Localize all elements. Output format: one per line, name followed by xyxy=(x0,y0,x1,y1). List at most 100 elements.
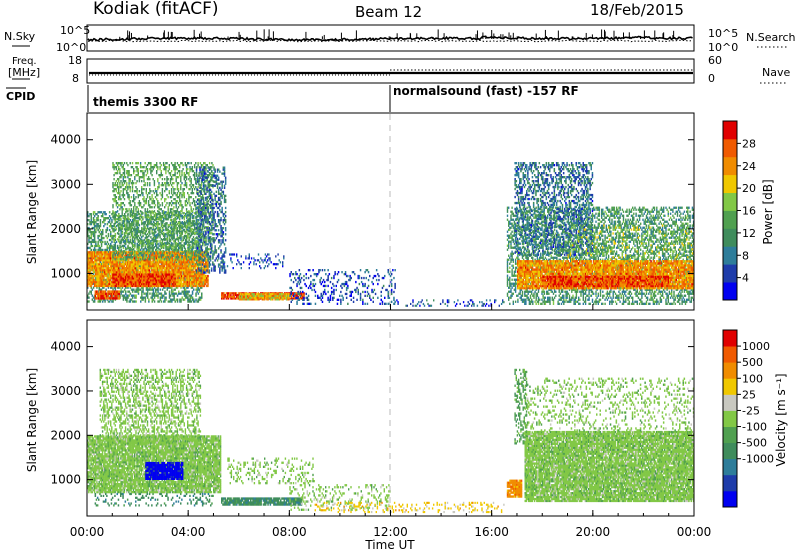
heatmap-cell xyxy=(107,246,110,250)
heatmap-cell xyxy=(109,284,112,288)
heatmap-cell xyxy=(126,236,128,240)
heatmap-cell xyxy=(95,273,97,276)
heatmap-cell xyxy=(155,251,158,254)
heatmap-cell xyxy=(183,274,185,278)
heatmap-cell xyxy=(159,275,161,278)
heatmap-cell xyxy=(87,284,89,288)
heatmap-cell xyxy=(145,168,147,171)
heatmap-cell xyxy=(157,283,159,286)
heatmap-cell xyxy=(89,267,91,270)
heatmap-cell xyxy=(99,223,102,226)
heatmap-cell xyxy=(103,274,105,278)
heatmap-cell xyxy=(121,224,123,227)
heatmap-cell xyxy=(149,196,151,199)
heatmap-cell xyxy=(103,267,105,270)
heatmap-cell xyxy=(120,206,122,209)
heatmap-cell xyxy=(153,238,156,242)
heatmap-cell xyxy=(194,282,197,286)
heatmap-cell xyxy=(141,240,143,243)
heatmap-cell xyxy=(164,292,166,295)
heatmap-cell xyxy=(87,253,89,256)
heatmap-cell xyxy=(164,253,167,256)
heatmap-cell xyxy=(117,261,120,264)
freq-label-line1: Freq. xyxy=(12,56,37,67)
heatmap-cell xyxy=(134,250,136,253)
heatmap-cell xyxy=(134,238,136,241)
heatmap-cell xyxy=(111,221,113,224)
heatmap-cell xyxy=(90,284,92,288)
heatmap-cell xyxy=(168,261,170,264)
heatmap-cell xyxy=(132,269,135,272)
nsky-trace xyxy=(87,29,693,43)
heatmap-cell xyxy=(166,271,168,274)
heatmap-cell xyxy=(193,215,195,218)
heatmap-cell xyxy=(147,192,150,195)
heatmap-cell xyxy=(126,283,128,286)
heatmap-cell xyxy=(93,228,96,232)
heatmap-cell xyxy=(143,284,145,288)
heatmap-cell xyxy=(93,225,96,228)
heatmap-cell xyxy=(119,228,121,232)
heatmap-cell xyxy=(122,222,124,225)
heatmap-cell xyxy=(157,232,159,236)
heatmap-cell xyxy=(161,267,163,270)
heatmap-cell xyxy=(95,290,98,293)
heatmap-cell xyxy=(191,280,193,284)
heatmap-cell xyxy=(134,226,136,229)
heatmap-cell xyxy=(190,282,192,286)
heatmap-cell xyxy=(134,234,136,237)
heatmap-cell xyxy=(139,267,142,270)
heatmap-cell xyxy=(111,246,113,250)
heatmap-cell xyxy=(95,225,97,228)
heatmap-cell xyxy=(93,300,96,303)
heatmap-cell xyxy=(189,300,191,303)
heatmap-cell xyxy=(200,278,202,282)
heatmap-cell xyxy=(159,253,161,256)
heatmap-cell xyxy=(149,228,151,231)
heatmap-cell xyxy=(126,186,128,189)
heatmap-cell xyxy=(150,277,152,280)
heatmap-cell xyxy=(130,279,133,282)
heatmap-cell xyxy=(146,284,149,288)
heatmap-cell xyxy=(128,170,130,173)
heatmap-cell xyxy=(172,271,175,274)
heatmap-cell xyxy=(101,273,104,276)
heatmap-cell xyxy=(143,269,145,272)
heatmap-cell xyxy=(124,224,127,227)
heatmap-cell xyxy=(87,276,89,280)
heatmap-cell xyxy=(135,236,137,239)
heatmap-cell xyxy=(127,259,129,262)
heatmap-cell xyxy=(99,294,101,298)
heatmap-cell xyxy=(119,186,121,189)
heatmap-cell xyxy=(201,280,203,284)
heatmap-cell xyxy=(175,292,178,295)
heatmap-cell xyxy=(116,263,119,266)
heatmap-cell xyxy=(178,292,180,295)
heatmap-cell xyxy=(183,292,186,295)
heatmap-cell xyxy=(150,273,152,276)
heatmap-cell xyxy=(142,174,144,177)
heatmap-cell xyxy=(107,234,110,238)
heatmap-cell xyxy=(152,238,155,242)
heatmap-cell xyxy=(114,198,116,201)
heatmap-cell xyxy=(175,286,178,289)
heatmap-cell xyxy=(200,280,202,284)
heatmap-cell xyxy=(177,265,179,268)
heatmap-cell xyxy=(114,216,116,219)
heatmap-cell xyxy=(142,230,144,234)
heatmap-cell xyxy=(206,263,208,266)
heatmap-cell xyxy=(123,296,126,299)
heatmap-cell xyxy=(106,274,108,278)
heatmap-cell xyxy=(119,273,121,276)
heatmap-cell xyxy=(92,282,95,285)
heatmap-cell xyxy=(106,298,109,301)
heatmap-cell xyxy=(90,267,92,270)
heatmap-cell xyxy=(144,232,146,235)
heatmap-cell xyxy=(136,162,138,165)
heatmap-cell xyxy=(164,232,166,236)
heatmap-cell xyxy=(121,182,123,185)
heatmap-cell xyxy=(135,190,137,193)
heatmap-cell xyxy=(147,220,150,223)
heatmap-cell xyxy=(154,255,156,258)
heatmap-cell xyxy=(153,274,155,278)
